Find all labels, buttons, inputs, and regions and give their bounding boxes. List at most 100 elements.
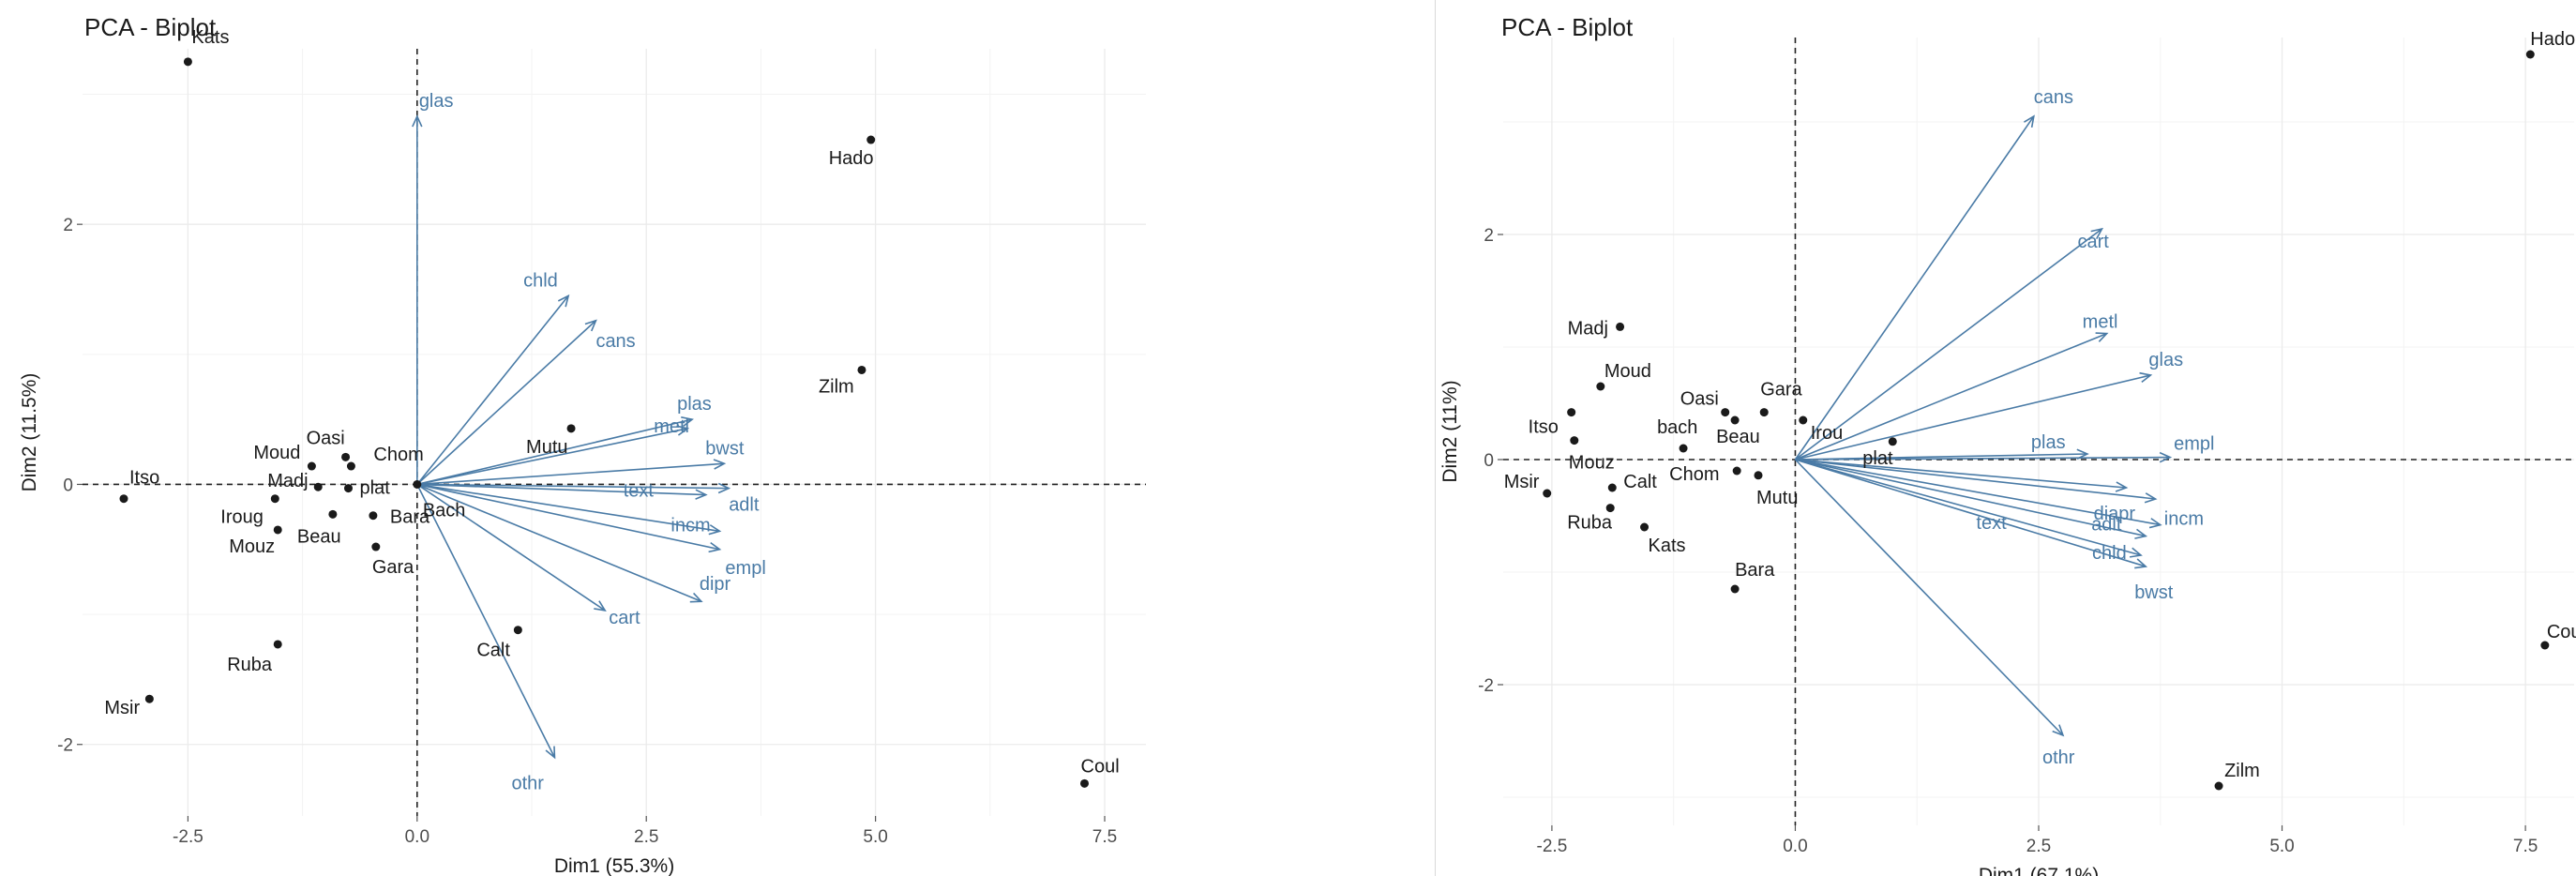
observation-point-plat: plat xyxy=(1862,437,1897,469)
variable-arrow-empl: empl xyxy=(1795,434,2215,463)
point-marker xyxy=(270,494,279,504)
arrow-line xyxy=(1795,371,2153,461)
variable-arrow-metl: metl xyxy=(1795,312,2117,461)
observation-point-Bara: Bara xyxy=(369,507,430,528)
arrow-line xyxy=(416,483,708,500)
point-marker xyxy=(346,461,355,471)
variable-arrow-cans: cans xyxy=(1794,87,2073,461)
observation-point-Moud: Moud xyxy=(1596,361,1651,391)
arrow-label: plas xyxy=(677,394,712,415)
observation-point-Moud: Moud xyxy=(253,443,316,471)
point-label: Chom xyxy=(1669,464,1719,485)
variable-arrow-cart: cart xyxy=(416,483,640,628)
arrow-label: incm xyxy=(670,515,710,536)
observation-point-Coul: Coul xyxy=(1080,756,1120,788)
observation-point-Madj: Madj xyxy=(267,471,323,491)
arrow-label: cart xyxy=(609,608,640,628)
observation-point-Beau: Beau xyxy=(297,509,341,547)
point-label: Gara xyxy=(372,557,414,578)
x-axis-label: Dim1 (55.3%) xyxy=(554,855,674,876)
point-label: Mutu xyxy=(1756,488,1798,508)
point-marker xyxy=(1080,778,1090,788)
point-marker xyxy=(183,57,192,67)
arrow-line xyxy=(416,482,731,494)
observation-point-bach: bach xyxy=(1657,417,1697,453)
point-marker xyxy=(1799,415,1808,425)
observation-point-Msir: Msir xyxy=(1504,472,1552,498)
point-marker xyxy=(1730,584,1740,594)
biplot-panel-right: PCA - Biplot -2.5 0.0 2.5 5.0 7.5 -2 0 2 Dim1 (6… xyxy=(1435,0,2576,876)
point-label: Chom xyxy=(373,445,423,465)
observation-point-Kats: Kats xyxy=(1640,522,1686,556)
point-marker xyxy=(413,479,422,489)
point-marker xyxy=(1570,436,1579,446)
arrow-label: glas xyxy=(2148,350,2183,370)
arrow-label: cans xyxy=(595,331,635,352)
point-label: Mouz xyxy=(1569,453,1615,474)
point-label: Itso xyxy=(129,468,159,489)
observation-point-Bach: Bach xyxy=(413,479,465,521)
point-marker xyxy=(1730,415,1740,425)
point-label: Hado xyxy=(829,148,874,169)
chart-title: PCA - Biplot xyxy=(1501,13,1634,41)
x-axis-label: Dim1 (67.1%) xyxy=(1979,865,2099,876)
arrow-label: text xyxy=(624,481,655,502)
grid xyxy=(1503,38,2574,825)
point-label: Bara xyxy=(390,507,430,528)
observation-point-Mutu: Mutu xyxy=(526,424,576,458)
observation-point-Mutu: Mutu xyxy=(1754,471,1798,508)
arrow-label: adlt xyxy=(729,495,760,516)
point-label: Beau xyxy=(1716,427,1760,447)
arrow-label: bwst xyxy=(705,438,745,459)
arrow-line xyxy=(416,319,597,486)
x-tick-label: 5.0 xyxy=(2269,837,2294,856)
point-marker xyxy=(1596,382,1605,391)
point-marker xyxy=(1640,522,1650,532)
arrow-label: text xyxy=(1976,513,2007,534)
point-marker xyxy=(566,424,576,433)
point-marker xyxy=(307,461,316,471)
arrow-line xyxy=(416,416,694,486)
point-marker xyxy=(2540,641,2550,650)
observation-point-Calt: Calt xyxy=(1607,472,1657,492)
arrow-label: dipr xyxy=(700,574,731,595)
point-marker xyxy=(313,482,323,491)
point-marker xyxy=(1616,322,1625,331)
point-marker xyxy=(273,640,282,649)
point-label: Calt xyxy=(476,641,510,661)
observation-point-Msir: Msir xyxy=(104,694,154,718)
arrow-label: bwst xyxy=(2134,582,2174,603)
arrow-label: glas xyxy=(419,91,454,112)
variable-arrow-othr: othr xyxy=(416,484,556,794)
observation-point-Calt: Calt xyxy=(476,626,522,661)
observation-point-Kats: Kats xyxy=(183,27,229,67)
arrow-line xyxy=(416,484,556,760)
point-label: Coul xyxy=(2547,622,2576,642)
observation-point-Gara: Gara xyxy=(371,542,414,578)
point-label: Calt xyxy=(1623,472,1657,492)
point-label: Zilm xyxy=(2224,761,2260,781)
observation-point-Oasi: Oasi xyxy=(1680,389,1730,417)
point-label: bach xyxy=(1657,417,1697,438)
y-tick-label: 0 xyxy=(1484,451,1494,471)
y-tick-label: -2 xyxy=(1478,676,1494,696)
point-label: Mutu xyxy=(526,437,567,458)
biplot-panel-left: PCA - Biplot -2.5 0.0 2.5 5.0 7.5 -2 0 2 Dim1 (5… xyxy=(0,0,1149,876)
point-label: Gara xyxy=(1760,380,1802,400)
y-tick-label: 2 xyxy=(1484,226,1494,246)
y-axis-label: Dim2 (11.5%) xyxy=(19,373,40,492)
arrow-line xyxy=(1794,114,2035,461)
point-marker xyxy=(1605,504,1615,513)
point-label: Kats xyxy=(1649,536,1686,556)
arrow-label: incm xyxy=(2164,509,2204,530)
arrow-line xyxy=(416,483,703,603)
variable-arrow-incm: incm xyxy=(1795,459,2204,530)
arrow-label: cans xyxy=(2034,87,2073,108)
variable-arrow-cart: cart xyxy=(1794,227,2109,461)
observation-point-Bara: Bara xyxy=(1730,560,1775,594)
arrow-line xyxy=(1795,459,2148,569)
point-label: Moud xyxy=(253,443,300,463)
arrow-line xyxy=(1795,459,2148,539)
arrow-line xyxy=(416,483,722,553)
point-label: Msir xyxy=(104,698,140,718)
